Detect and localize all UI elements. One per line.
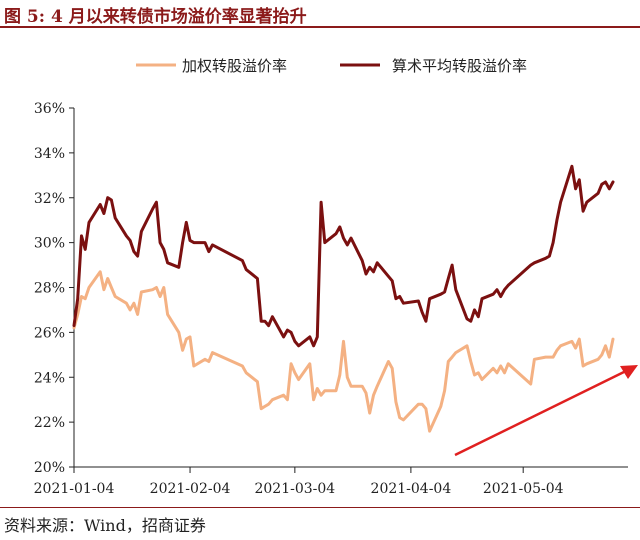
trend-arrow-head [620,365,638,379]
y-tick-label: 26% [34,325,65,341]
x-axis: 2021-01-04 2021-02-04 2021-03-04 2021-04-04… [34,466,628,497]
title-divider [0,26,640,28]
x-tick-label: 2021-03-04 [254,481,335,497]
y-tick-label: 30% [34,236,65,252]
y-tick-label: 34% [34,146,65,162]
chart-legend: 加权转股溢价率 算术平均转股溢价率 [136,57,527,75]
legend-label-2: 算术平均转股溢价率 [392,57,527,75]
footer-divider [0,507,640,508]
series-line-2 [72,164,615,348]
figure-title: 图 5: 4 月以来转债市场溢价率显著抬升 [4,7,307,27]
y-tick-label: 20% [34,460,65,476]
annotation-layer [454,365,638,457]
x-tick-label: 2021-04-04 [371,481,452,497]
x-tick-label: 2021-02-04 [150,481,231,497]
series-line-1 [72,270,615,433]
legend-label-1: 加权转股溢价率 [182,57,287,75]
y-tick-label: 22% [34,415,65,431]
plot-area [72,164,615,433]
y-tick-label: 28% [34,281,65,297]
y-axis: 20% 22% 24% 26% 28% 30% 32% 34% 36% [34,101,75,476]
x-tick-label: 2021-01-04 [34,481,115,497]
x-tick-label: 2021-05-04 [483,481,564,497]
source-note: 资料来源：Wind，招商证券 [4,516,206,535]
figure-header: 图 5: 4 月以来转债市场溢价率显著抬升 [0,0,640,28]
y-tick-label: 36% [34,101,65,117]
trend-arrow-shaft [454,368,629,457]
y-tick-label: 24% [34,370,65,386]
premium-rate-line-chart: 加权转股溢价率 算术平均转股溢价率 20% 22% 24% 26% 28% 30% 32% 34… [34,57,638,497]
y-tick-label: 32% [34,191,65,207]
